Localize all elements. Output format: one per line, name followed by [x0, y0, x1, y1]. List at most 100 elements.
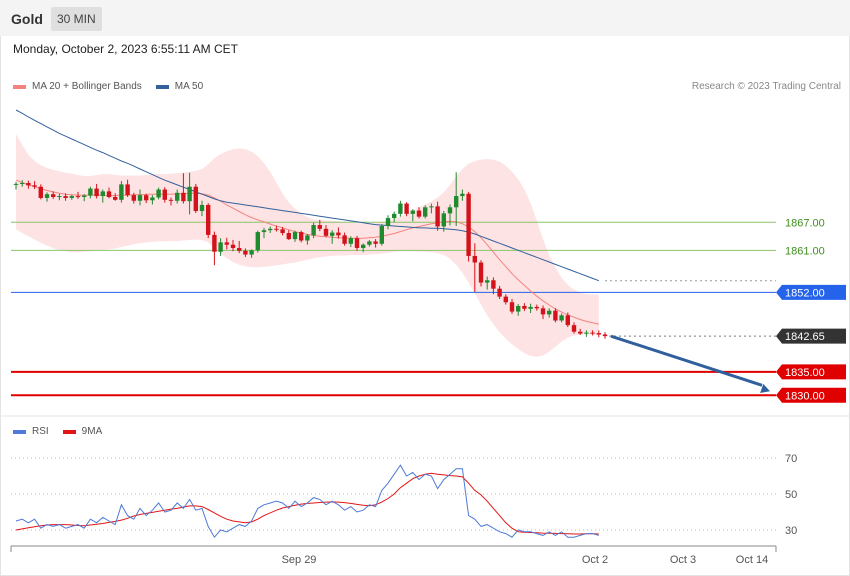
candle-body [410, 210, 415, 214]
candle [305, 233, 310, 245]
candle-body [32, 185, 37, 187]
candle [590, 330, 595, 336]
candle-body [559, 315, 564, 321]
candle [460, 189, 465, 201]
candle-body [311, 225, 316, 236]
candle-body [131, 195, 136, 201]
candle-body [485, 280, 490, 283]
candle-body [63, 196, 68, 198]
candle-body [13, 183, 19, 185]
level-price-tag [776, 364, 846, 380]
candle-body [299, 232, 304, 241]
candle-body [336, 232, 341, 236]
ma50-line [15, 109, 599, 282]
candle-body [113, 197, 118, 200]
candle-body [292, 232, 298, 240]
candle-body [534, 306, 539, 309]
candle-body [212, 234, 217, 252]
candle [292, 230, 298, 242]
x-tick-label: Sep 29 [282, 554, 317, 566]
level-price-label: 1830.00 [785, 390, 825, 402]
level-price-label: 1835.00 [785, 367, 825, 379]
candle-body [156, 189, 161, 198]
candle [509, 298, 515, 314]
candle [596, 330, 601, 338]
candle-body [100, 191, 105, 197]
candle [466, 191, 471, 262]
level-price-label: 1861.00 [785, 245, 825, 257]
candle-body [38, 186, 43, 198]
candle-body [249, 250, 254, 255]
candle-body [460, 193, 465, 197]
candle [299, 230, 304, 243]
legend-item-9ma: 9MA [62, 426, 103, 437]
level-price-tag [776, 284, 846, 300]
candle [32, 181, 37, 190]
candle [584, 330, 589, 337]
candle [175, 189, 180, 204]
candle [478, 260, 484, 287]
candle [69, 194, 74, 200]
candle [379, 224, 384, 246]
candle [472, 243, 477, 292]
projection-arrow [610, 334, 770, 393]
x-tick-label: Oct 14 [736, 554, 768, 566]
candle-body [472, 255, 477, 263]
candle [441, 211, 446, 232]
candle [317, 219, 322, 232]
candle-body [330, 232, 335, 236]
candle [144, 193, 149, 204]
candle [602, 332, 608, 339]
candle-body [137, 195, 143, 201]
candle-body [280, 229, 285, 234]
candle [75, 191, 81, 199]
candle [565, 312, 570, 328]
rsi-9ma-line [15, 472, 599, 535]
candle [578, 328, 583, 335]
candle-body [237, 247, 242, 251]
x-tick-label: Oct 3 [670, 554, 696, 566]
candle-body [516, 305, 521, 312]
candle-body [193, 186, 198, 212]
candle [280, 226, 285, 236]
candle [354, 235, 360, 251]
legend-label-rsi: RSI [32, 426, 49, 437]
candle [94, 183, 99, 199]
candle [249, 249, 254, 258]
candle-body [435, 206, 440, 227]
candle [162, 187, 167, 203]
candle-body [162, 189, 167, 200]
candle-body [565, 315, 570, 326]
candle [404, 202, 409, 217]
candle [125, 179, 130, 198]
legend-label-9ma: 9MA [81, 426, 103, 437]
candle [193, 183, 198, 213]
candle [342, 232, 347, 246]
x-tick-label: Oct 2 [582, 554, 608, 566]
level-price-tag [776, 328, 846, 344]
legend-swatch-9ma [62, 429, 76, 434]
candle-body [255, 232, 260, 251]
asset-name: Gold [11, 11, 43, 27]
candle [224, 237, 229, 250]
candle [534, 304, 539, 311]
legend-item-ma20: MA 20 + Bollinger Bands [13, 81, 142, 92]
rsi-tick-label: 30 [785, 525, 797, 537]
rsi-line [15, 464, 599, 539]
candle-body [596, 333, 601, 335]
chart-header: Gold 30 MIN [0, 0, 850, 36]
candle [13, 182, 19, 190]
candle-body [106, 191, 112, 198]
candle [323, 225, 329, 238]
candle-body [367, 241, 372, 245]
candle [286, 230, 291, 241]
candle-body [547, 310, 552, 315]
candle-body [261, 230, 267, 233]
candle [156, 187, 161, 200]
timeframe-badge[interactable]: 30 MIN [51, 7, 102, 31]
candle-body [57, 196, 62, 198]
candle [367, 240, 372, 247]
candle-body [509, 302, 515, 312]
candle-body [454, 196, 459, 208]
